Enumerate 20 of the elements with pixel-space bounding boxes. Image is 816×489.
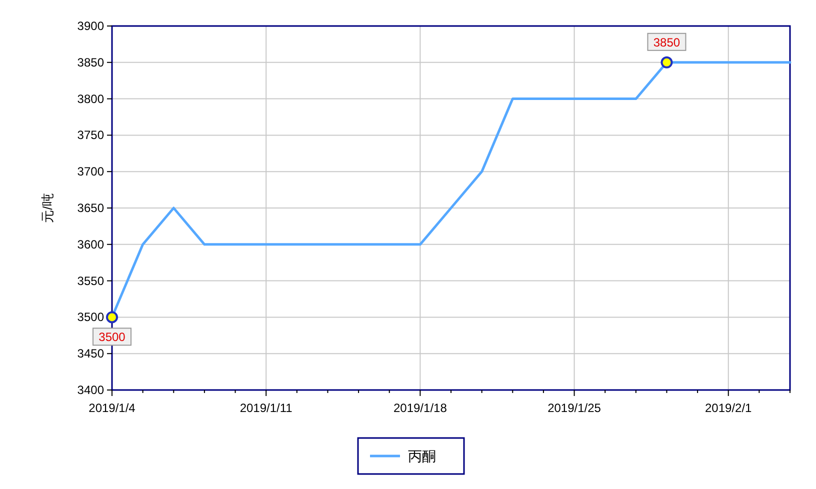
x-tick-label: 2019/1/25: [548, 401, 602, 415]
y-tick-label: 3650: [77, 201, 104, 215]
x-tick-label: 2019/1/11: [240, 401, 293, 415]
y-tick-label: 3700: [77, 164, 104, 179]
data-label: 3850: [653, 35, 680, 50]
y-tick-label: 3400: [77, 383, 104, 397]
y-tick-label: 3500: [77, 310, 104, 324]
y-tick-label: 3600: [77, 237, 104, 252]
x-tick-label: 2019/1/4: [88, 401, 136, 415]
data-label: 3500: [98, 330, 126, 344]
y-tick-label: 3750: [77, 128, 104, 142]
y-tick-label: 3900: [77, 19, 104, 33]
y-tick-label: 3450: [77, 346, 104, 361]
y-axis-title: 元/吨: [40, 193, 55, 223]
legend-label: 丙酮: [408, 448, 436, 464]
y-tick-label: 3850: [77, 55, 104, 70]
y-tick-label: 3800: [77, 92, 104, 106]
y-tick-label: 3550: [77, 274, 104, 288]
x-tick-label: 2019/2/1: [705, 401, 752, 415]
x-tick-label: 2019/1/18: [393, 401, 448, 415]
